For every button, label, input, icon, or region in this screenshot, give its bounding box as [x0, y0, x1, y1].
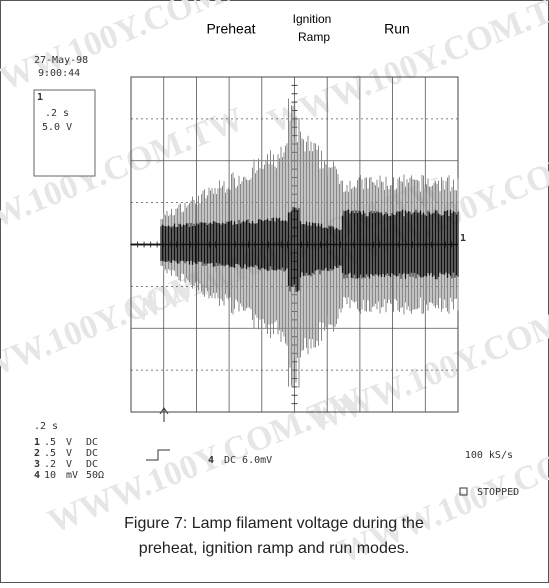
channel-unit: V [66, 437, 72, 448]
status: STOPPED [477, 487, 519, 498]
channel-scale: 10 [44, 470, 56, 481]
channel-scale: .2 [44, 459, 56, 470]
channel-coupling: DC [86, 448, 98, 459]
phase-label: Preheat [206, 21, 255, 37]
channel-scale: .5 [44, 448, 56, 459]
channel-scale: .5 [44, 437, 56, 448]
trigger-setting: DC 6.0mV [224, 455, 272, 466]
info-volts: 5.0 V [42, 122, 72, 133]
channel-list: 1 .5 V DC 2 .5 V DC 3 .2 V DC 4 10 mV 50Ω [34, 437, 104, 481]
channel-number: 4 [34, 470, 40, 481]
channel-unit: mV [66, 470, 78, 481]
channel-number: 3 [34, 459, 40, 470]
figure: WWW.100Y.COM.TWWWW.100Y.COM.TWWWW.100Y.C… [0, 0, 549, 583]
info-channel: 1 [37, 92, 43, 103]
caption: Figure 7: Lamp filament voltage during t… [124, 515, 424, 532]
channel-coupling: DC [86, 459, 98, 470]
trigger-channel: 4 [208, 455, 214, 466]
timebase: .2 s [34, 421, 58, 432]
phase-label: Ignition [293, 12, 332, 26]
phase-label: Ramp [298, 30, 330, 44]
phase-label: Run [384, 21, 410, 37]
info-timebase: .2 s [45, 108, 69, 119]
channel-unit: V [66, 448, 72, 459]
time: 9:00:44 [38, 68, 80, 79]
trace-marker: 1 [460, 233, 466, 244]
date: 27-May-98 [34, 55, 88, 66]
sample-rate: 100 kS/s [465, 450, 513, 461]
channel-coupling: 50Ω [86, 470, 104, 481]
info-box [34, 90, 95, 176]
channel-coupling: DC [86, 437, 98, 448]
channel-number: 1 [34, 437, 40, 448]
channel-number: 2 [34, 448, 40, 459]
caption: preheat, ignition ramp and run modes. [139, 540, 409, 557]
channel-unit: V [66, 459, 72, 470]
